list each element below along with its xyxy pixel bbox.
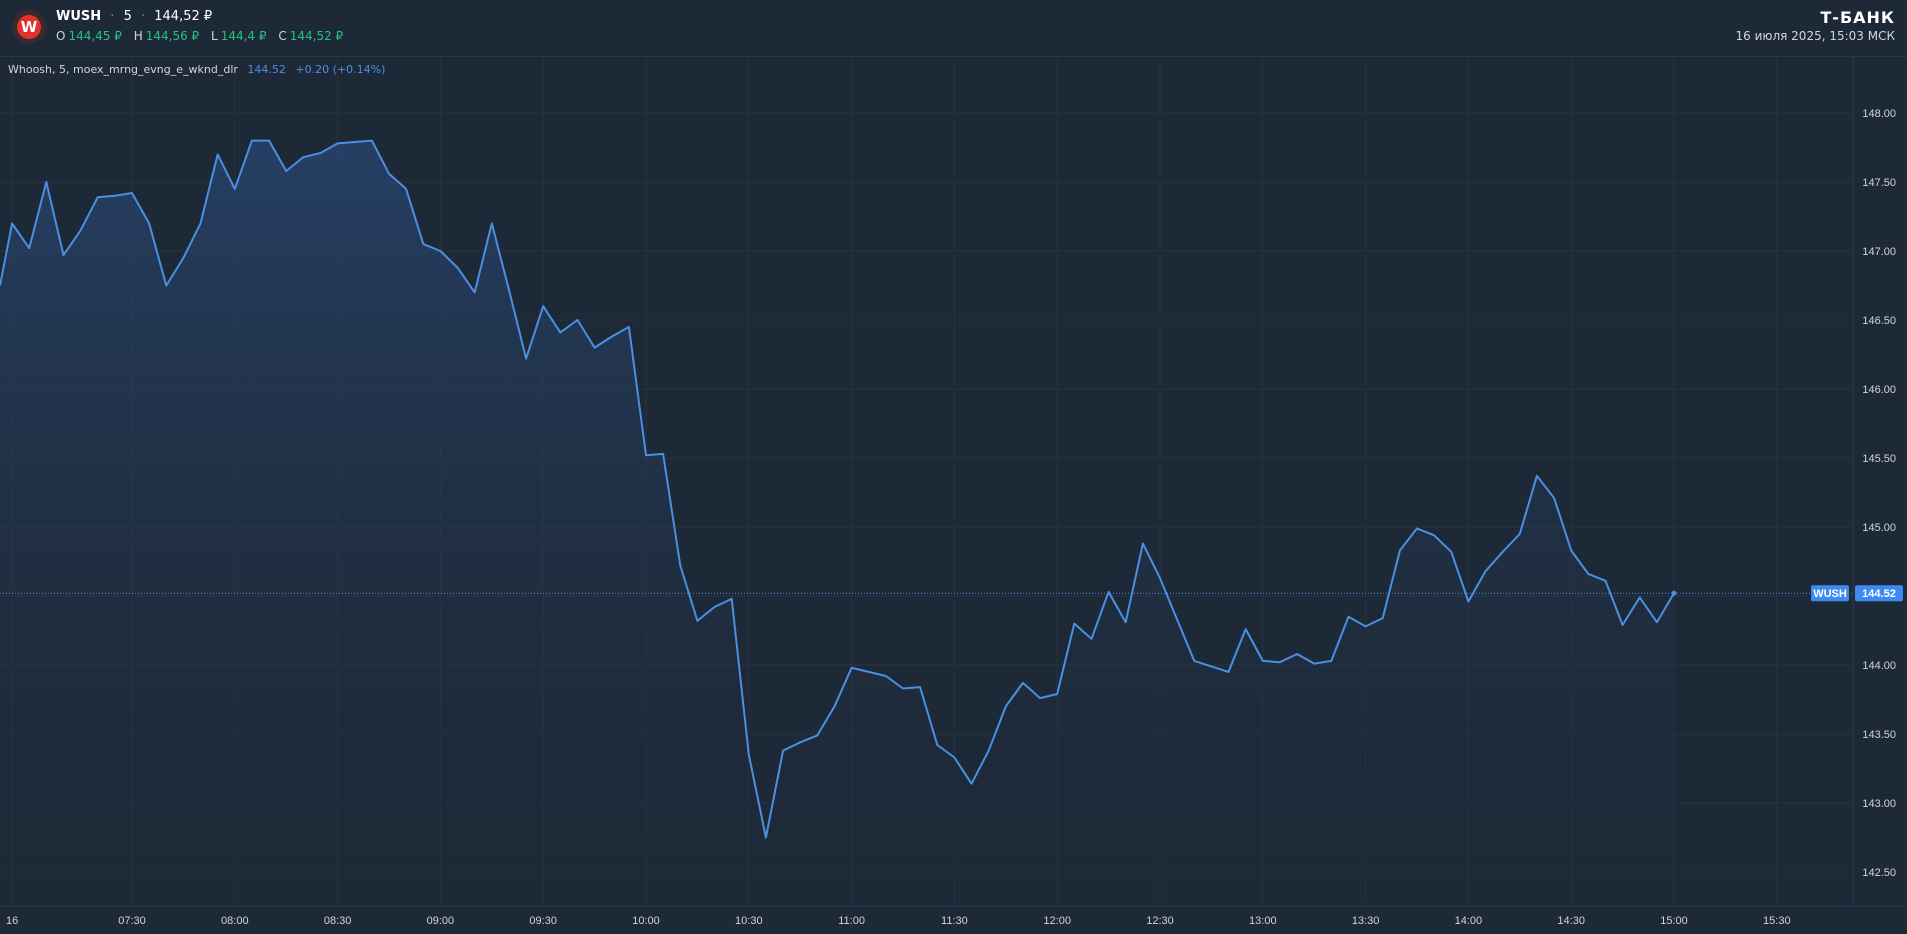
logo-badge: W [17, 15, 41, 39]
price-line [0, 139, 1675, 839]
time-tick-label: 16 [6, 915, 18, 927]
high-value: 144,56 ₽ [145, 29, 200, 43]
separator-dot: · [140, 9, 146, 24]
last-price-badges: WUSH 144.52 [1811, 585, 1903, 602]
chart-header: W WUSH · 5 · 144,52 ₽ O 144,45 ₽ H 144,56 … [0, 0, 1907, 57]
time-tick-label: 12:30 [1146, 915, 1174, 927]
price-tick-label: 144.00 [1862, 660, 1896, 672]
last-price-dot [1671, 590, 1677, 596]
time-tick-label: 09:30 [529, 915, 557, 927]
low-label: L [211, 29, 218, 43]
symbol-badge [1811, 585, 1849, 602]
series-legend[interactable]: Whoosh, 5, moex_mrng_evng_e_wknd_dlr 144… [8, 63, 385, 76]
current-price: 144,52 ₽ [154, 9, 213, 24]
close-value: 144,52 ₽ [289, 29, 344, 43]
time-tick-label: 08:00 [221, 915, 249, 927]
symbol-name[interactable]: WUSH [56, 9, 102, 24]
open-value: 144,45 ₽ [68, 29, 122, 43]
legend-change: +0.20 (+0.14%) [295, 63, 386, 76]
logo-letter: W [20, 18, 38, 36]
low-value: 144,4 ₽ [220, 29, 267, 43]
time-tick-label: 11:00 [838, 915, 865, 927]
high-label: H [133, 29, 143, 43]
symbol-badge-text: WUSH [1813, 588, 1847, 600]
legend-price: 144.52 [247, 63, 286, 76]
time-tick-label: 08:30 [324, 915, 352, 927]
close-label: C [278, 29, 287, 43]
price-badge-text: 144.52 [1862, 588, 1896, 600]
time-tick-label: 11:30 [941, 915, 968, 927]
legend-series-name: Whoosh, 5, moex_mrng_evng_e_wknd_dlr [8, 63, 238, 76]
price-area-fill [0, 140, 1674, 907]
open-label: O [56, 29, 66, 43]
price-tick-label: 143.00 [1862, 798, 1896, 810]
price-axis: 148.00 147.50 147.00 146.50 146.00 145.50 145.… [1862, 108, 1896, 879]
time-tick-label: 10:00 [632, 915, 660, 927]
price-tick-label: 147.50 [1862, 177, 1896, 189]
price-tick-label: 146.50 [1862, 315, 1896, 327]
time-tick-label: 14:30 [1557, 915, 1585, 927]
time-tick-label: 12:00 [1043, 915, 1071, 927]
time-tick-label: 13:00 [1249, 915, 1277, 927]
price-badge [1855, 585, 1903, 602]
price-tick-label: 145.00 [1862, 522, 1896, 534]
price-tick-label: 143.50 [1862, 729, 1896, 741]
price-tick-label: 142.50 [1862, 867, 1896, 879]
brand-logo: Т-БАНК [1820, 8, 1895, 27]
time-tick-label: 15:30 [1763, 915, 1791, 927]
interval-label[interactable]: 5 [123, 9, 132, 24]
time-tick-label: 13:30 [1352, 915, 1380, 927]
ohlc-row: O 144,45 ₽ H 144,56 ₽ L 144,4 ₽ C 144,52 ₽ [56, 29, 351, 43]
price-tick-label: 145.50 [1862, 453, 1896, 465]
time-tick-label: 14:00 [1455, 915, 1483, 927]
time-tick-label: 15:00 [1660, 915, 1688, 927]
time-tick-label: 07:30 [118, 915, 146, 927]
price-tick-label: 146.00 [1862, 384, 1896, 396]
time-tick-label: 10:30 [735, 915, 763, 927]
time-axis: 16 07:30 08:00 08:30 09:00 09:30 10:00 10:30 11:… [6, 915, 1791, 927]
symbol-title-row: WUSH · 5 · 144,52 ₽ [56, 9, 212, 24]
price-tick-label: 147.00 [1862, 246, 1896, 258]
price-tick-label: 148.00 [1862, 108, 1896, 120]
whoosh-logo: W [12, 10, 46, 44]
datetime-label: 16 июля 2025, 15:03 МСК [1735, 29, 1895, 43]
time-tick-label: 09:00 [427, 915, 455, 927]
separator-dot: · [110, 9, 115, 24]
